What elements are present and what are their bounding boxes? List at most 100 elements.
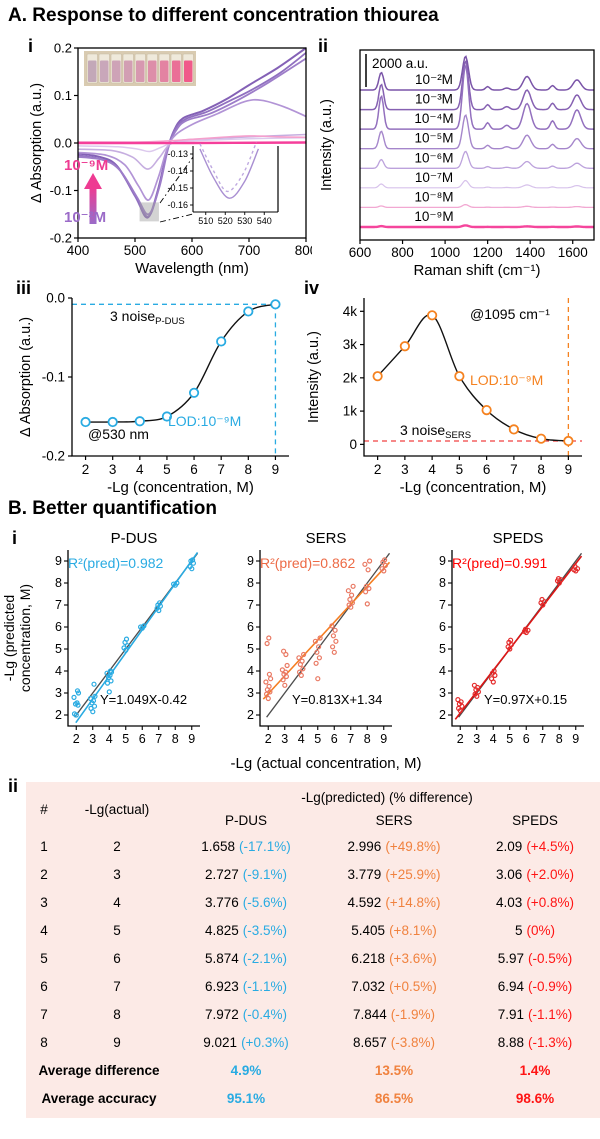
- y-axis-label: Δ Absorption (a.u.): [18, 317, 34, 437]
- reference-line: [266, 552, 391, 718]
- data-point-marker: [349, 592, 355, 598]
- actual-value-cell: 6: [113, 950, 121, 966]
- tick-label: 8: [172, 732, 179, 746]
- y-axis-label: -Lg (predicted: [1, 595, 17, 681]
- raman-spectrum-line: [360, 63, 594, 130]
- data-point-marker: [266, 671, 272, 677]
- percent-difference: (+2.0%): [526, 866, 574, 882]
- data-point-marker: [364, 601, 370, 607]
- average-value-cell: 1.4%: [519, 1062, 551, 1078]
- data-point-marker: [345, 588, 351, 594]
- data-point-marker: [363, 583, 369, 589]
- quantification-table: # -Lg(actual) -Lg(predicted) (% difference…: [26, 782, 600, 1118]
- predicted-value-cell: 6.923 (-1.1%): [172, 972, 320, 1000]
- predicted-value: 3.779: [347, 866, 382, 882]
- data-point-marker: [572, 563, 578, 570]
- annotation: 3 noiseSERS: [400, 422, 471, 441]
- tick-label: 9: [55, 554, 62, 568]
- fit-equation: Y=0.97X+0.15: [484, 692, 567, 707]
- panel-label-a-iv: iv: [304, 278, 320, 298]
- x-axis-label: -Lg (actual concentration, M): [231, 755, 422, 772]
- predicted-value-cell: 1.658 (-17.1%): [172, 832, 320, 860]
- tick-label: 1000: [430, 245, 460, 260]
- data-point-marker: [317, 635, 323, 641]
- predicted-value-cell: 3.776 (-5.6%): [172, 888, 320, 916]
- data-point-marker: [331, 649, 337, 655]
- data-point-marker: [382, 557, 388, 563]
- percent-difference: (0%): [526, 922, 556, 938]
- data-point-marker: [281, 648, 287, 654]
- table-header-method: SERS: [375, 812, 413, 828]
- data-point-marker: [349, 600, 355, 606]
- table-header-method: P-DUS: [224, 812, 267, 828]
- predicted-value: 5: [514, 922, 523, 938]
- data-point-marker: [107, 668, 114, 674]
- tick-label: 3: [439, 686, 446, 700]
- tick-label: 4: [490, 732, 497, 746]
- cuvette-liquid: [172, 60, 181, 82]
- tick-label: 3: [473, 732, 480, 746]
- tick-label: 6: [331, 732, 338, 746]
- predicted-value: 4.825: [204, 922, 239, 938]
- inset-tick-label: 540: [257, 216, 272, 226]
- concentration-arrow: [89, 187, 97, 224]
- data-point-marker: [330, 633, 336, 639]
- inset-tick-label: -0.14: [167, 166, 188, 176]
- predicted-value: 6.923: [204, 978, 239, 994]
- tick-label: 1400: [515, 245, 545, 260]
- actual-value-cell: 4: [113, 894, 121, 910]
- cuvette-liquid: [88, 60, 97, 82]
- y-axis-label: concentration, M): [17, 584, 33, 692]
- cuvette-liquid: [184, 60, 193, 82]
- tick-label: 3: [55, 686, 62, 700]
- predicted-value-cell: 7.972 (-0.4%): [172, 1000, 320, 1028]
- data-point-marker: [270, 299, 281, 310]
- tick-label: 6: [483, 462, 491, 477]
- cuvette-liquid: [148, 60, 157, 82]
- axis: [451, 550, 584, 727]
- data-point-marker: [280, 677, 286, 683]
- predicted-value: 2.09: [496, 838, 523, 854]
- tick-label: 3: [89, 732, 96, 746]
- data-point-marker: [297, 669, 303, 675]
- section-b-title: B. Better quantification: [8, 498, 218, 519]
- raman-spectrum-line: [360, 150, 594, 169]
- axis: [67, 550, 200, 727]
- data-point-marker: [157, 600, 163, 606]
- tick-label: 9: [188, 732, 195, 746]
- row-index-cell: 2: [40, 866, 48, 882]
- tick-label: 6: [55, 620, 62, 634]
- average-value-cell: 95.1%: [226, 1090, 266, 1106]
- tick-label: 8: [556, 732, 563, 746]
- data-point-marker: [365, 567, 371, 573]
- annotation: @1095 cm⁻¹: [470, 306, 550, 322]
- tick-label: 4: [136, 462, 144, 477]
- predicted-value: 5.874: [204, 950, 239, 966]
- data-point-marker: [174, 580, 180, 586]
- tick-label: 8: [537, 462, 545, 477]
- series-line: [77, 98, 307, 201]
- tick-label: 6: [439, 620, 446, 634]
- x-axis-label: Raman shift (cm⁻¹): [413, 262, 540, 278]
- inset-curve: [199, 148, 260, 199]
- tick-label: 2: [55, 708, 62, 722]
- panel-label-a-i: i: [28, 36, 34, 56]
- tick-label: 2: [265, 732, 272, 746]
- percent-difference: (-0.4%): [242, 1006, 288, 1022]
- actual-value-cell: 3: [113, 866, 121, 882]
- data-point-marker: [265, 695, 271, 702]
- data-point-marker: [481, 404, 492, 416]
- row-index-cell: 3: [40, 894, 48, 910]
- tick-label: -0.1: [50, 183, 72, 198]
- tick-label: 5: [456, 462, 464, 477]
- tick-label: 5: [247, 642, 254, 656]
- predicted-value: 7.844: [352, 1006, 387, 1022]
- zoom-region: [139, 202, 159, 222]
- tick-label: 1200: [473, 245, 503, 260]
- percent-difference: (-1.1%): [242, 978, 288, 994]
- tick-label: 9: [439, 554, 446, 568]
- tick-label: 800: [295, 243, 312, 258]
- raman-spectrum-line: [360, 113, 594, 150]
- data-point-marker: [508, 637, 514, 643]
- data-point-marker: [558, 577, 564, 583]
